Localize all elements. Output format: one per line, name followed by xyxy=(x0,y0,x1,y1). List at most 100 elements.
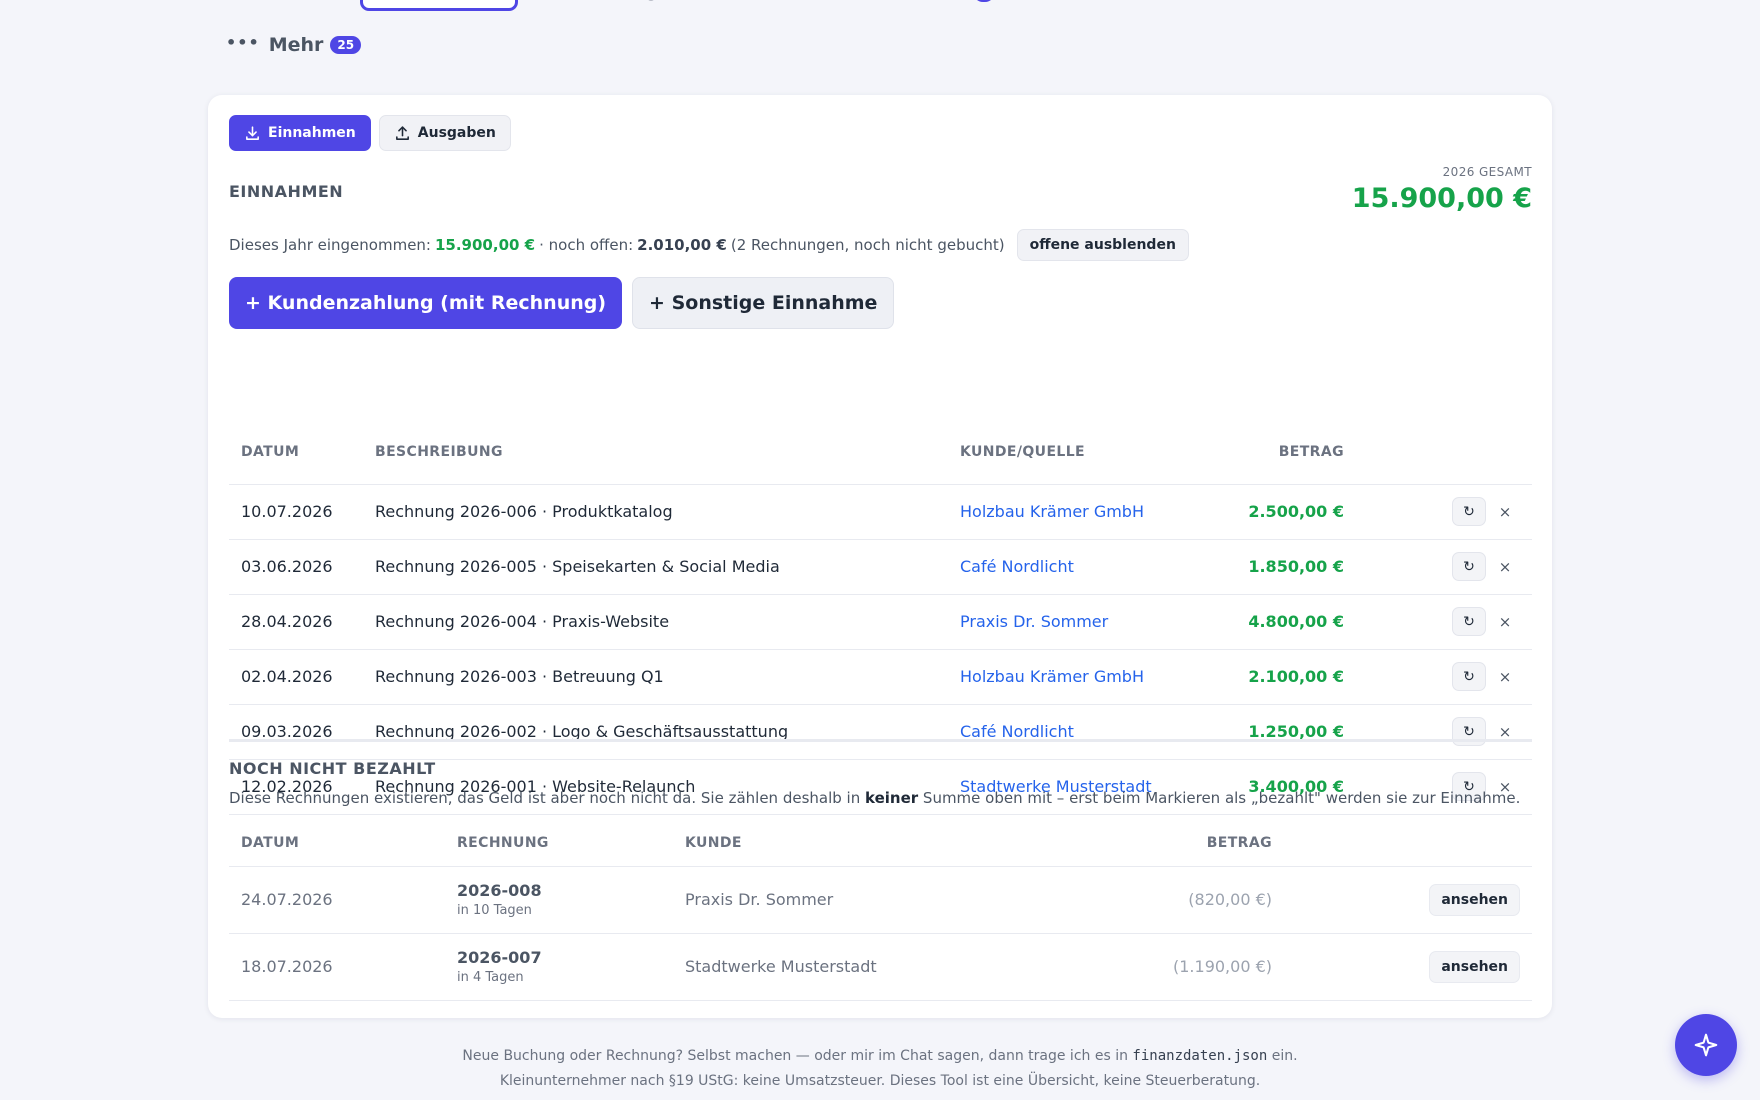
summary-prefix: Dieses Jahr eingenommen: xyxy=(229,236,431,254)
row-description: Rechnung 2026-004 · Praxis-Website xyxy=(363,593,948,649)
table-row: 28.04.2026 Rechnung 2026-004 · Praxis-We… xyxy=(229,593,1532,649)
view-invoice-button[interactable]: ansehen xyxy=(1429,950,1520,983)
unpaid-note-after: Summe oben mit – erst beim Markieren als… xyxy=(922,789,1521,807)
income-actions: + Kundenzahlung (mit Rechnung) + Sonstig… xyxy=(229,277,895,329)
refresh-icon[interactable]: ↻ xyxy=(1452,772,1486,801)
table-row: 10.07.2026 Rechnung 2026-006 · Produktka… xyxy=(229,483,1532,539)
row-description: Rechnung 2026-005 · Speisekarten & Socia… xyxy=(363,538,948,594)
unpaid-table: DATUM RECHNUNG KUNDE BETRAG 24.07.2026 2… xyxy=(229,820,1532,1001)
col-date: DATUM xyxy=(241,834,300,851)
footer-disclaimer: Kleinunternehmer nach §19 UStG: keine Um… xyxy=(499,1073,1261,1089)
row-date: 09.03.2026 xyxy=(229,703,363,759)
close-icon[interactable]: × xyxy=(1498,777,1512,796)
close-icon[interactable]: × xyxy=(1498,722,1512,741)
row-date: 28.04.2026 xyxy=(229,593,363,649)
add-customer-payment-button[interactable]: + Kundenzahlung (mit Rechnung) xyxy=(229,277,623,329)
row-actions: ↻ × xyxy=(1356,593,1532,649)
summary-open: 2.010,00 € xyxy=(637,236,727,254)
footer-hint: Neue Buchung oder Rechnung? Selbst mache… xyxy=(0,1048,1760,1064)
row-description: Rechnung 2026-002 · Logo & Geschäftsauss… xyxy=(363,703,948,759)
row-date: 18.07.2026 xyxy=(229,932,445,1001)
footer-filename: finanzdaten.json xyxy=(1132,1048,1268,1064)
row-actions: ↻ × xyxy=(1356,703,1532,759)
refresh-icon[interactable]: ↻ xyxy=(1452,662,1486,691)
col-description: BESCHREIBUNG xyxy=(375,443,503,460)
unpaid-section-title: NOCH NICHT BEZAHLT xyxy=(229,759,436,778)
unpaid-note-bold: keiner xyxy=(865,789,919,807)
expense-toggle-label: Ausgaben xyxy=(417,125,496,141)
table-row: 02.04.2026 Rechnung 2026-003 · Betreuung… xyxy=(229,648,1532,704)
income-summary: Dieses Jahr eingenommen: 15.900,00 € · n… xyxy=(229,229,1189,261)
table-row: 09.03.2026 Rechnung 2026-002 · Logo & Ge… xyxy=(229,703,1532,759)
income-toggle-button[interactable]: Einnahmen xyxy=(229,115,371,151)
row-date: 24.07.2026 xyxy=(229,865,445,933)
row-amount: 1.250,00 € xyxy=(1193,703,1356,759)
table-row: 12.02.2026 Rechnung 2026-001 · Website-R… xyxy=(229,758,1532,815)
income-table-header: DATUM BESCHREIBUNG KUNDE/QUELLE BETRAG xyxy=(229,438,1532,484)
col-actions xyxy=(1284,820,1532,866)
row-amount: 4.800,00 € xyxy=(1193,593,1356,649)
add-other-income-button[interactable]: + Sonstige Einnahme xyxy=(632,277,895,329)
row-date: 10.07.2026 xyxy=(229,483,363,539)
row-invoice: 2026-007 in 4 Tagen xyxy=(445,932,673,1001)
hide-open-button[interactable]: offene ausblenden xyxy=(1016,229,1189,261)
more-menu[interactable]: ••• Mehr 25 xyxy=(226,32,362,56)
invoice-number: 2026-008 xyxy=(457,881,542,900)
summary-earned: 15.900,00 € xyxy=(434,236,536,254)
close-icon[interactable]: × xyxy=(1498,557,1512,576)
year-total: 2026 GESAMT 15.900,00 € xyxy=(1352,165,1532,214)
row-customer-link[interactable]: Café Nordlicht xyxy=(948,538,1193,594)
refresh-icon[interactable]: ↻ xyxy=(1452,497,1486,526)
income-expense-toggle: Einnahmen Ausgaben xyxy=(229,115,511,151)
more-count-badge: 25 xyxy=(330,36,362,54)
row-customer-link[interactable]: Holzbau Krämer GmbH xyxy=(948,483,1193,539)
refresh-icon[interactable]: ↻ xyxy=(1452,607,1486,636)
row-actions: ansehen xyxy=(1284,932,1532,1001)
col-customer: KUNDE xyxy=(685,834,742,851)
row-actions: ↻ × xyxy=(1356,538,1532,594)
year-total-value: 15.900,00 € xyxy=(1351,183,1532,214)
invoice-number: 2026-007 xyxy=(457,948,542,967)
row-customer-link[interactable]: Holzbau Krämer GmbH xyxy=(948,648,1193,704)
unpaid-note: Diese Rechnungen existieren, das Geld is… xyxy=(229,789,1520,807)
row-amount: 2.500,00 € xyxy=(1193,483,1356,539)
row-actions: ↻ × xyxy=(1356,648,1532,704)
row-customer-link[interactable]: Stadtwerke Musterstadt xyxy=(948,758,1193,815)
assistant-button[interactable] xyxy=(1675,1014,1737,1076)
upload-icon xyxy=(395,125,409,140)
row-customer: Praxis Dr. Sommer xyxy=(673,865,1043,933)
invoice-due: in 10 Tagen xyxy=(457,903,532,918)
income-table: DATUM BESCHREIBUNG KUNDE/QUELLE BETRAG 1… xyxy=(229,438,1532,815)
row-date: 02.04.2026 xyxy=(229,648,363,704)
row-amount: (820,00 €) xyxy=(1043,865,1284,933)
row-date: 03.06.2026 xyxy=(229,538,363,594)
row-amount: 2.100,00 € xyxy=(1193,648,1356,704)
row-customer-link[interactable]: Praxis Dr. Sommer xyxy=(948,593,1193,649)
footer-hint-after: ein. xyxy=(1271,1048,1298,1064)
close-icon[interactable]: × xyxy=(1498,612,1512,631)
close-icon[interactable]: × xyxy=(1498,667,1512,686)
expense-toggle-button[interactable]: Ausgaben xyxy=(378,115,511,151)
table-row: 24.07.2026 2026-008 in 10 Tagen Praxis D… xyxy=(229,865,1532,933)
summary-middle: · noch offen: xyxy=(539,236,634,254)
view-invoice-button[interactable]: ansehen xyxy=(1429,883,1520,916)
row-amount: (1.190,00 €) xyxy=(1043,932,1284,1001)
close-icon[interactable]: × xyxy=(1498,502,1512,521)
col-amount: BETRAG xyxy=(1206,834,1272,851)
row-amount: 1.850,00 € xyxy=(1193,538,1356,594)
row-description: Rechnung 2026-003 · Betreuung Q1 xyxy=(363,648,948,704)
refresh-icon[interactable]: ↻ xyxy=(1452,552,1486,581)
year-total-label: 2026 GESAMT xyxy=(1442,165,1532,179)
download-icon xyxy=(246,125,259,140)
row-description: Rechnung 2026-001 · Website-Relaunch xyxy=(363,758,948,815)
row-customer-link[interactable]: Café Nordlicht xyxy=(948,703,1193,759)
income-section-title: EINNAHMEN xyxy=(229,182,344,201)
table-row: 18.07.2026 2026-007 in 4 Tagen Stadtwerk… xyxy=(229,932,1532,1001)
row-amount: 3.400,00 € xyxy=(1193,758,1356,815)
more-dots-icon: ••• xyxy=(226,32,260,52)
active-tab-indicator[interactable] xyxy=(360,0,518,11)
row-customer: Stadtwerke Musterstadt xyxy=(673,932,1043,1001)
summary-suffix: (2 Rechnungen, noch nicht gebucht) xyxy=(730,236,1005,254)
col-date: DATUM xyxy=(241,443,300,460)
row-description: Rechnung 2026-006 · Produktkatalog xyxy=(363,483,948,539)
